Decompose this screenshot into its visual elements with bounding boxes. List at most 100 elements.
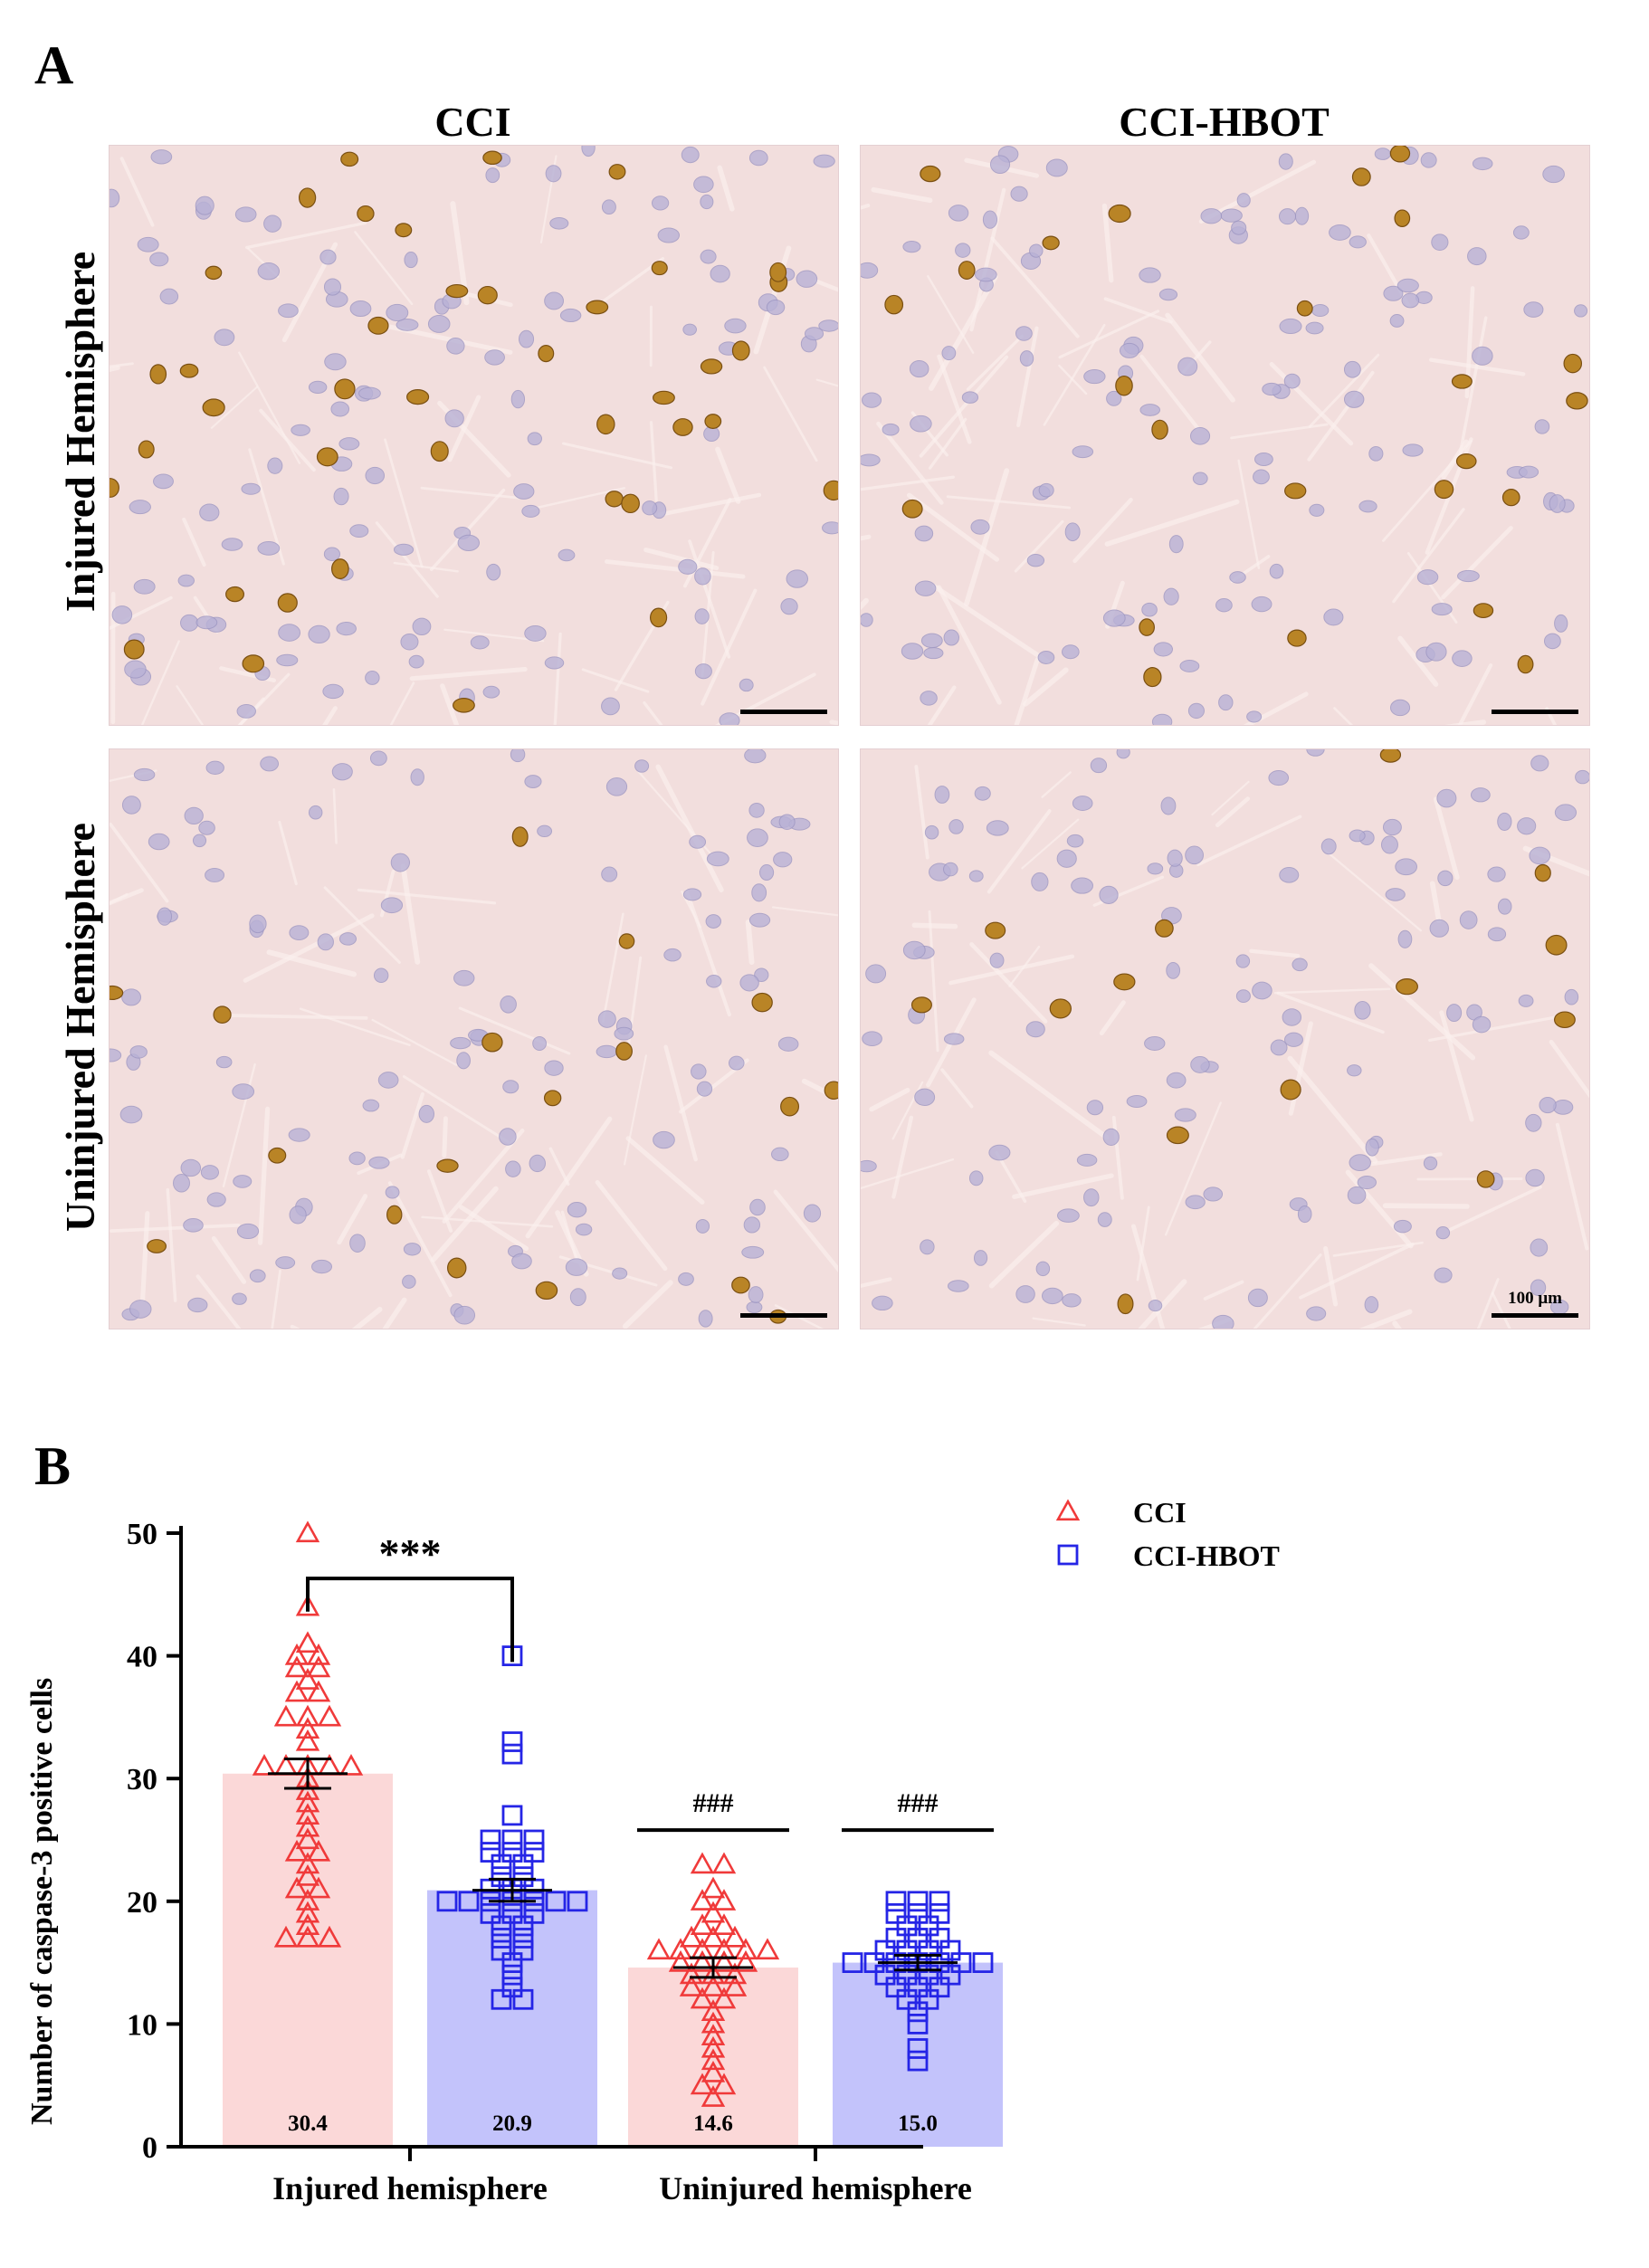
nucleus-cell — [368, 1156, 390, 1169]
nucleus-cell — [1283, 1032, 1303, 1047]
nucleus-cell — [348, 1151, 366, 1166]
nucleus-cell — [924, 824, 939, 840]
nucleus-cell — [510, 389, 526, 409]
nucleus-cell — [1097, 1212, 1112, 1227]
data-point-triangle — [711, 1938, 737, 1960]
nucleus-cell — [642, 500, 658, 516]
nucleus-cell — [545, 165, 562, 183]
caspase-positive-cell — [653, 390, 675, 405]
tissue-fiber — [891, 1115, 913, 1199]
nucleus-cell — [968, 1170, 984, 1186]
y-tick-label: 0 — [142, 2131, 157, 2165]
data-point-triangle — [295, 1827, 320, 1850]
error-bar — [673, 1956, 753, 1979]
caspase-positive-cell — [649, 607, 668, 628]
nucleus-cell — [380, 897, 404, 914]
data-point-triangle — [679, 1925, 704, 1948]
tissue-fiber — [447, 395, 481, 462]
nucleus-cell — [184, 806, 204, 825]
tissue-fiber — [1012, 1173, 1114, 1199]
tissue-fiber — [1382, 1203, 1470, 1209]
caspase-positive-cell — [1434, 480, 1454, 500]
caspase-positive-cell — [1394, 209, 1411, 227]
data-point-triangle — [701, 1999, 726, 2021]
nucleus-cell — [187, 1297, 208, 1313]
tissue-fiber — [176, 685, 205, 725]
tissue-fiber — [1104, 499, 1240, 547]
nucleus-cell — [133, 767, 156, 782]
nucleus-cell — [1126, 1094, 1148, 1108]
tissue-fiber — [595, 1179, 668, 1272]
nucleus-cell — [581, 146, 596, 157]
tissue-fiber — [1041, 771, 1072, 798]
significance-bracket — [306, 1577, 514, 1663]
caspase-positive-cell — [445, 283, 469, 299]
tissue-fiber — [1358, 1309, 1413, 1329]
nucleus-cell — [968, 870, 984, 882]
nucleus-cell — [1396, 278, 1419, 293]
data-point-triangle — [295, 1729, 320, 1751]
caspase-positive-cell — [538, 345, 555, 363]
nucleus-cell — [961, 391, 979, 404]
tissue-fiber — [1370, 1152, 1443, 1167]
nucleus-cell — [484, 349, 505, 366]
nucleus-cell — [705, 914, 722, 929]
nucleus-cell — [159, 288, 179, 305]
nucleus-cell — [1168, 535, 1184, 554]
nucleus-cell — [909, 360, 929, 378]
nucleus-cell — [330, 401, 350, 417]
caspase-positive-cell — [1396, 978, 1418, 996]
tissue-background — [861, 749, 1589, 1329]
nucleus-cell — [1452, 650, 1473, 667]
tissue-fiber — [1555, 1122, 1589, 1251]
nucleus-cell — [739, 974, 759, 992]
nucleus-cell — [1215, 598, 1233, 613]
nucleus-cell — [1153, 642, 1173, 657]
nucleus-cell — [565, 1258, 588, 1276]
nucleus-cell — [689, 834, 707, 849]
nucleus-cell — [390, 853, 411, 872]
caspase-positive-cell — [316, 447, 338, 467]
tissue-fiber — [927, 685, 957, 725]
tissue-fiber — [581, 668, 650, 693]
tissue-fiber — [871, 186, 933, 204]
tissue-fiber — [966, 334, 1024, 391]
nucleus-cell — [275, 1256, 296, 1270]
nucleus-cell — [1116, 749, 1130, 759]
nucleus-cell — [989, 155, 1011, 175]
tissue-fiber — [622, 1280, 673, 1329]
nucleus-cell — [942, 862, 958, 877]
nucleus-cell — [412, 617, 432, 636]
nucleus-cell — [214, 329, 235, 347]
nucleus-cell — [365, 671, 380, 685]
y-tick-label: 30 — [127, 1763, 157, 1796]
nucleus-cell — [177, 574, 195, 587]
nucleus-cell — [257, 541, 281, 556]
nucleus-cell — [653, 1130, 675, 1149]
caspase-positive-cell — [298, 187, 317, 208]
nucleus-cell — [1530, 755, 1549, 772]
data-point-triangle — [295, 1778, 320, 1800]
nucleus-cell — [485, 167, 500, 184]
caspase-positive-cell — [615, 1042, 633, 1061]
data-point-triangle — [306, 1876, 331, 1899]
nucleus-cell — [694, 567, 711, 586]
tissue-fiber — [351, 1306, 383, 1329]
nucleus-cell — [403, 1243, 422, 1256]
nucleus-cell — [446, 337, 465, 355]
nucleus-cell — [865, 964, 887, 984]
nucleus-cell — [1141, 602, 1158, 617]
nucleus-cell — [682, 323, 697, 336]
data-point-square — [929, 1891, 950, 1912]
nucleus-cell — [748, 149, 768, 167]
nucleus-cell — [1497, 898, 1512, 915]
tissue-fiber — [409, 667, 528, 681]
data-point-square — [896, 1939, 918, 1961]
nucleus-cell — [1364, 1296, 1379, 1313]
nucleus-cell — [1518, 465, 1539, 479]
nucleus-cell — [1019, 350, 1034, 367]
nucleus-cell — [192, 834, 207, 848]
data-point-triangle — [701, 2035, 726, 2058]
nucleus-cell — [180, 1158, 202, 1177]
nucleus-cell — [129, 500, 151, 515]
